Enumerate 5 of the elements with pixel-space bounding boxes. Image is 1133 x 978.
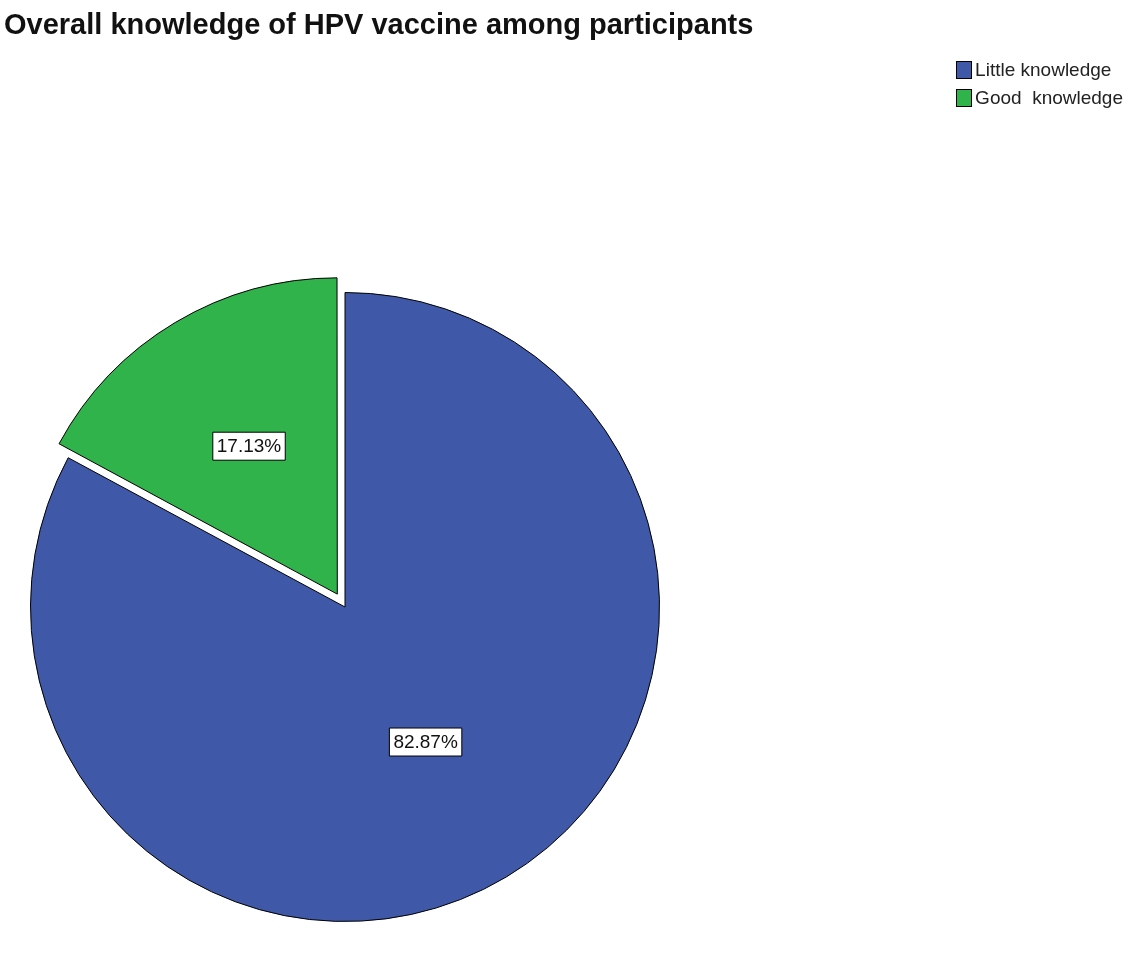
legend-label: Little knowledge [975, 59, 1112, 81]
chart-title: Overall knowledge of HPV vaccine among participants [4, 8, 754, 41]
legend-label: Good knowledge [975, 87, 1123, 109]
data-label: 82.87% [393, 731, 458, 753]
data-label: 17.13% [216, 435, 282, 457]
